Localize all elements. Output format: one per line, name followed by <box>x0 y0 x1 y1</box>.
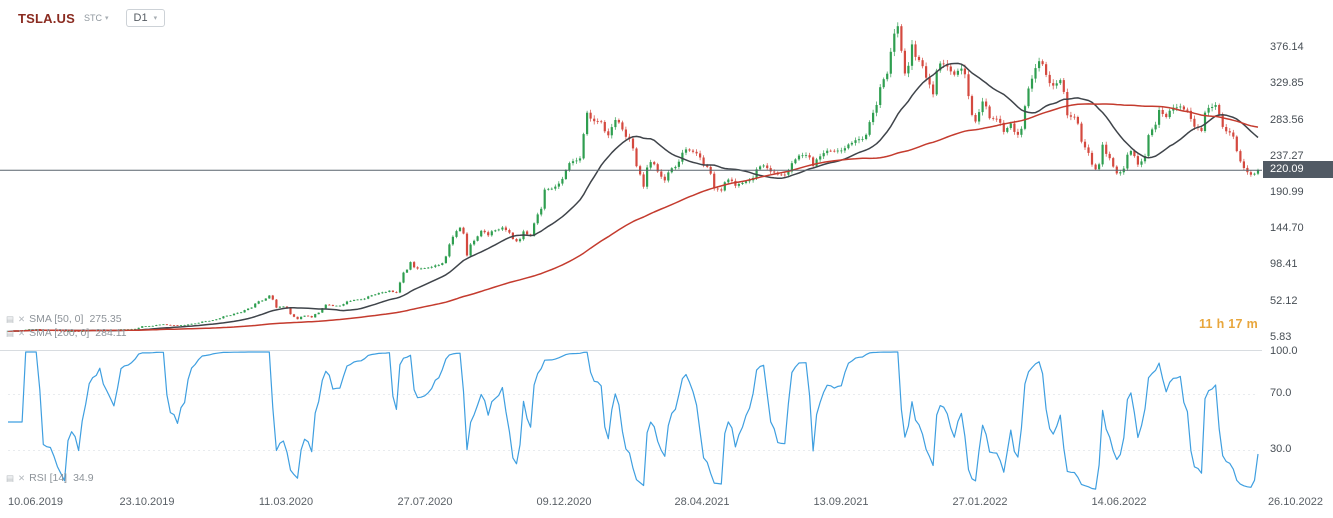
indicator-settings-icon[interactable]: ▤ <box>6 327 15 338</box>
last-price-badge: 220.09 <box>1263 161 1333 178</box>
indicator-row-sma200: ▤ ✕ SMA [200, 0] 284.11 <box>6 327 127 339</box>
instrument-type-label: STC <box>84 13 103 23</box>
time-axis-label: 13.09.2021 <box>813 496 869 508</box>
chart-header: TSLA.US STC ▾ D1 ▾ <box>18 9 166 27</box>
instrument-type-selector[interactable]: STC ▾ <box>84 13 109 23</box>
indicator-label: RSI [14] <box>29 472 68 484</box>
indicator-value: 275.35 <box>89 313 122 325</box>
indicator-remove-icon[interactable]: ✕ <box>18 313 26 324</box>
indicator-settings-icon[interactable]: ▤ <box>6 313 15 324</box>
time-axis-label: 27.07.2020 <box>397 496 453 508</box>
time-axis-label: 10.06.2019 <box>8 496 64 508</box>
time-axis-label: 27.01.2022 <box>952 496 1008 508</box>
timeframe-dropdown[interactable]: D1 ▾ <box>125 9 166 27</box>
chevron-down-icon: ▾ <box>153 15 158 22</box>
indicator-label: SMA [200, 0] <box>29 327 90 339</box>
indicator-remove-icon[interactable]: ✕ <box>18 472 26 483</box>
timeframe-label: D1 <box>133 12 148 24</box>
time-axis[interactable]: 10.06.2019 23.10.2019 11.03.2020 27.07.2020… <box>0 496 1333 514</box>
indicator-row-sma50: ▤ ✕ SMA [50, 0] 275.35 <box>6 313 122 325</box>
indicator-value: 284.11 <box>95 327 127 339</box>
instrument-symbol[interactable]: TSLA.US <box>18 10 76 26</box>
indicator-row-rsi: ▤ ✕ RSI [14] 34.9 <box>6 472 94 484</box>
time-axis-label: 11.03.2020 <box>258 496 314 508</box>
indicator-remove-icon[interactable]: ✕ <box>18 327 26 338</box>
candle-countdown: 11 h 17 m <box>1199 317 1258 331</box>
indicator-settings-icon[interactable]: ▤ <box>6 472 15 483</box>
chevron-down-icon: ▾ <box>105 15 109 22</box>
time-axis-label: 23.10.2019 <box>119 496 175 508</box>
indicator-value: 34.9 <box>73 472 94 484</box>
time-axis-label: 28.04.2021 <box>674 496 730 508</box>
time-axis-label: 14.06.2022 <box>1091 496 1147 508</box>
time-axis-label: 09.12.2020 <box>536 496 592 508</box>
indicator-label: SMA [50, 0] <box>29 313 84 325</box>
time-axis-label: 26.10.2022 <box>1267 496 1323 508</box>
